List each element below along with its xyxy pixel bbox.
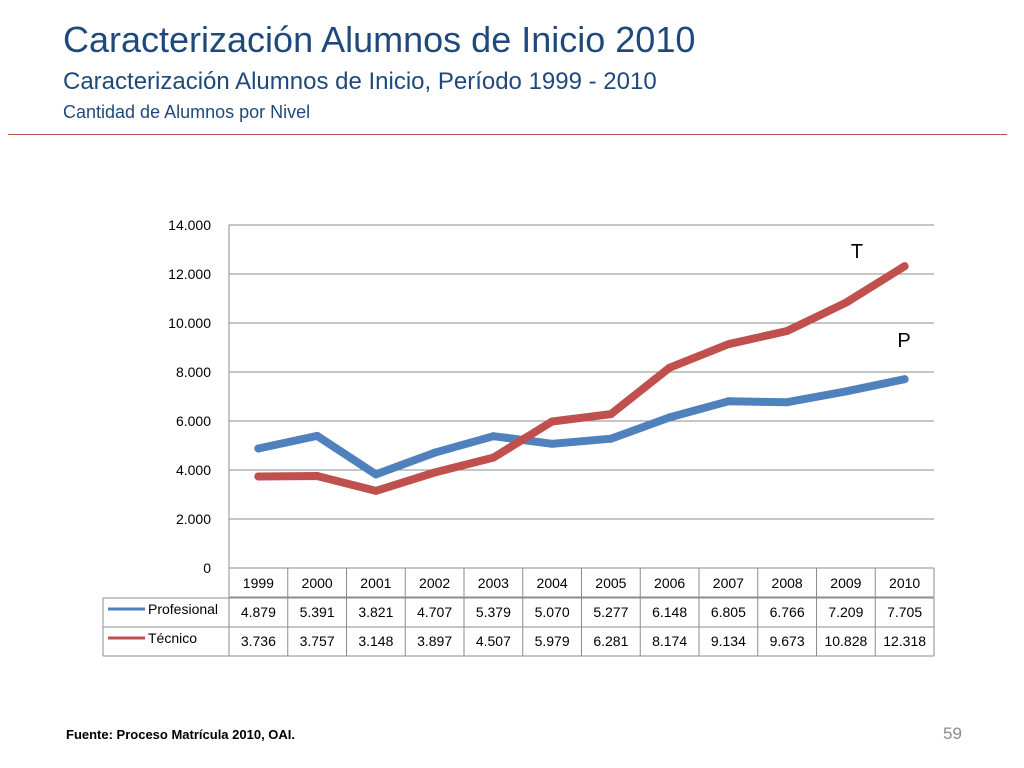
x-tick-label: 2007: [713, 575, 744, 591]
data-point-tecnico: [430, 468, 439, 477]
table-cell: 5.379: [476, 604, 511, 620]
series-line-tecnico: [254, 262, 909, 495]
table-cell: 9.673: [770, 633, 805, 649]
data-point-tecnico: [900, 262, 909, 271]
legend-label: Técnico: [148, 630, 197, 646]
table-cell: 4.707: [417, 604, 452, 620]
y-tick-label: 0: [203, 560, 211, 576]
table-cell: 8.174: [652, 633, 687, 649]
data-point-tecnico: [724, 340, 733, 349]
y-tick-label: 10.000: [168, 315, 211, 331]
slide-title: Caracterización Alumnos de Inicio 2010: [63, 19, 696, 60]
x-tick-label: 2000: [302, 575, 333, 591]
data-point-profesional: [783, 398, 792, 407]
table-cell: 4.879: [241, 604, 276, 620]
data-point-tecnico: [548, 417, 557, 426]
data-point-profesional: [430, 448, 439, 457]
x-tick-label: 2006: [654, 575, 685, 591]
table-cell: 3.897: [417, 633, 452, 649]
series-line-profesional: [254, 375, 909, 479]
data-point-profesional: [841, 387, 850, 396]
data-point-tecnico: [606, 410, 615, 419]
series-end-label: P: [897, 330, 910, 352]
data-point-profesional: [900, 375, 909, 384]
legend-label: Profesional: [148, 601, 218, 617]
table-cell: 7.705: [887, 604, 922, 620]
table-cell: 3.148: [358, 633, 393, 649]
table-cell: 6.281: [593, 633, 628, 649]
y-tick-label: 12.000: [168, 266, 211, 282]
x-tick-label: 2005: [595, 575, 626, 591]
data-point-tecnico: [313, 471, 322, 480]
data-point-tecnico: [371, 486, 380, 495]
table-cell: 5.277: [593, 604, 628, 620]
header-divider: [8, 134, 1007, 135]
data-point-tecnico: [254, 472, 263, 481]
table-cell: 5.391: [300, 604, 335, 620]
y-tick-label: 8.000: [176, 364, 211, 380]
chart-caption: Cantidad de Alumnos por Nivel: [63, 102, 311, 122]
table-cell: 6.805: [711, 604, 746, 620]
series-end-label: T: [851, 241, 863, 263]
table-cell: 4.507: [476, 633, 511, 649]
table-cell: 12.318: [883, 633, 926, 649]
table-cell: 5.979: [535, 633, 570, 649]
data-point-profesional: [254, 444, 263, 453]
source-note: Fuente: Proceso Matrícula 2010, OAI.: [66, 727, 296, 742]
table-cell: 3.757: [300, 633, 335, 649]
y-tick-label: 14.000: [168, 217, 211, 233]
y-tick-label: 6.000: [176, 413, 211, 429]
x-tick-label: 2004: [537, 575, 568, 591]
data-point-profesional: [606, 434, 615, 443]
table-cell: 5.070: [535, 604, 570, 620]
data-point-tecnico: [841, 298, 850, 307]
data-point-profesional: [665, 413, 674, 422]
table-cell: 10.828: [824, 633, 867, 649]
data-point-tecnico: [783, 327, 792, 336]
x-tick-label: 2001: [360, 575, 391, 591]
x-tick-label: 1999: [243, 575, 274, 591]
x-tick-label: 2003: [478, 575, 509, 591]
y-tick-label: 2.000: [176, 511, 211, 527]
x-tick-label: 2009: [830, 575, 861, 591]
data-point-profesional: [371, 470, 380, 479]
table-cell: 6.148: [652, 604, 687, 620]
table-cell: 6.766: [770, 604, 805, 620]
data-point-tecnico: [665, 363, 674, 372]
table-cell: 3.821: [358, 604, 393, 620]
data-point-profesional: [724, 397, 733, 406]
x-tick-label: 2002: [419, 575, 450, 591]
data-point-tecnico: [489, 453, 498, 462]
x-tick-label: 2008: [772, 575, 803, 591]
y-tick-label: 4.000: [176, 462, 211, 478]
page-number: 59: [943, 724, 962, 743]
table-cell: 3.736: [241, 633, 276, 649]
table-cell: 7.209: [828, 604, 863, 620]
data-point-profesional: [548, 439, 557, 448]
table-cell: 9.134: [711, 633, 746, 649]
slide-subtitle: Caracterización Alumnos de Inicio, Perío…: [63, 68, 657, 95]
x-tick-label: 2010: [889, 575, 920, 591]
data-point-profesional: [313, 431, 322, 440]
data-point-profesional: [489, 432, 498, 441]
